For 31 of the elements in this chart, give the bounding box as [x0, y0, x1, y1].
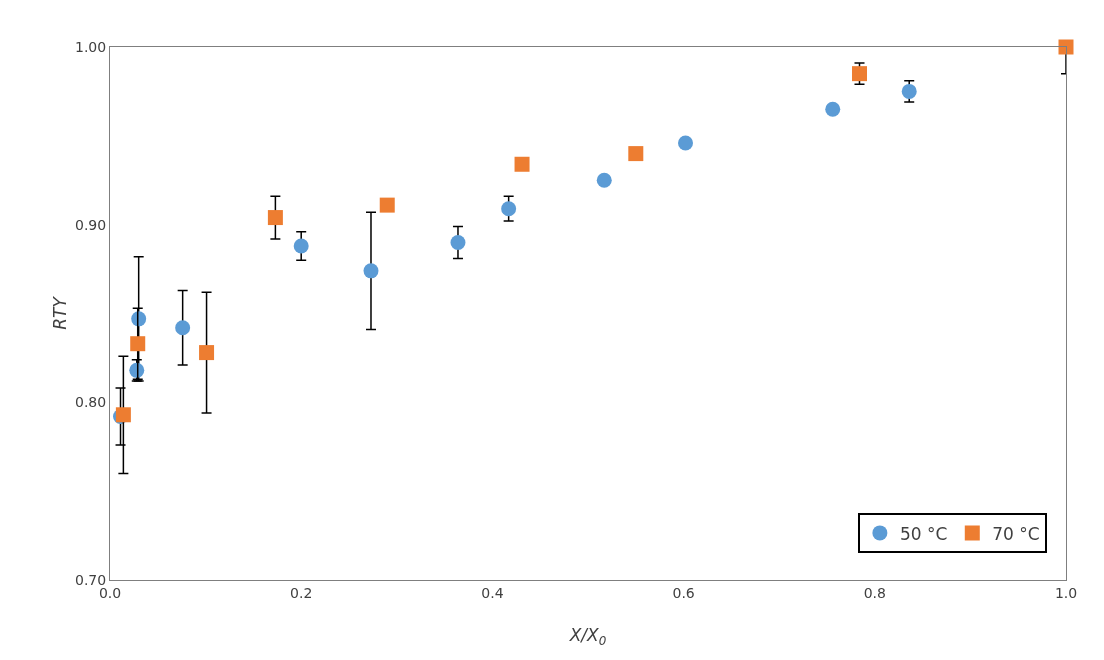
point [175, 320, 191, 336]
y-tick-label: 0.80 [75, 394, 107, 411]
point [678, 135, 694, 151]
x-tick-label: 0.6 [672, 584, 695, 601]
y-tick-label: 1.00 [75, 38, 107, 55]
point [129, 362, 145, 378]
legend-label: 50 °C [899, 523, 948, 544]
point [199, 345, 215, 361]
point [131, 311, 147, 327]
x-tick-label: 0.4 [481, 584, 504, 601]
point [293, 238, 309, 254]
point [267, 210, 283, 226]
point [825, 101, 841, 117]
point [628, 146, 644, 162]
x-tick-label: 1.0 [1054, 584, 1078, 601]
point [379, 197, 395, 213]
x-tick-label: 0.8 [863, 584, 886, 601]
legend-label: 70 °C [992, 523, 1040, 544]
x-axis-title: X/X$_{0}$ [568, 625, 607, 648]
y-axis-title: RTY [50, 295, 70, 330]
point [363, 263, 379, 279]
point [596, 172, 612, 188]
point [450, 234, 466, 250]
point [1058, 39, 1074, 55]
point [901, 83, 917, 99]
x-tick-label: 0.2 [290, 584, 313, 601]
point [130, 336, 146, 352]
y-tick-label: 0.90 [75, 216, 107, 233]
point [501, 201, 517, 217]
point [852, 66, 867, 82]
point [514, 156, 530, 172]
